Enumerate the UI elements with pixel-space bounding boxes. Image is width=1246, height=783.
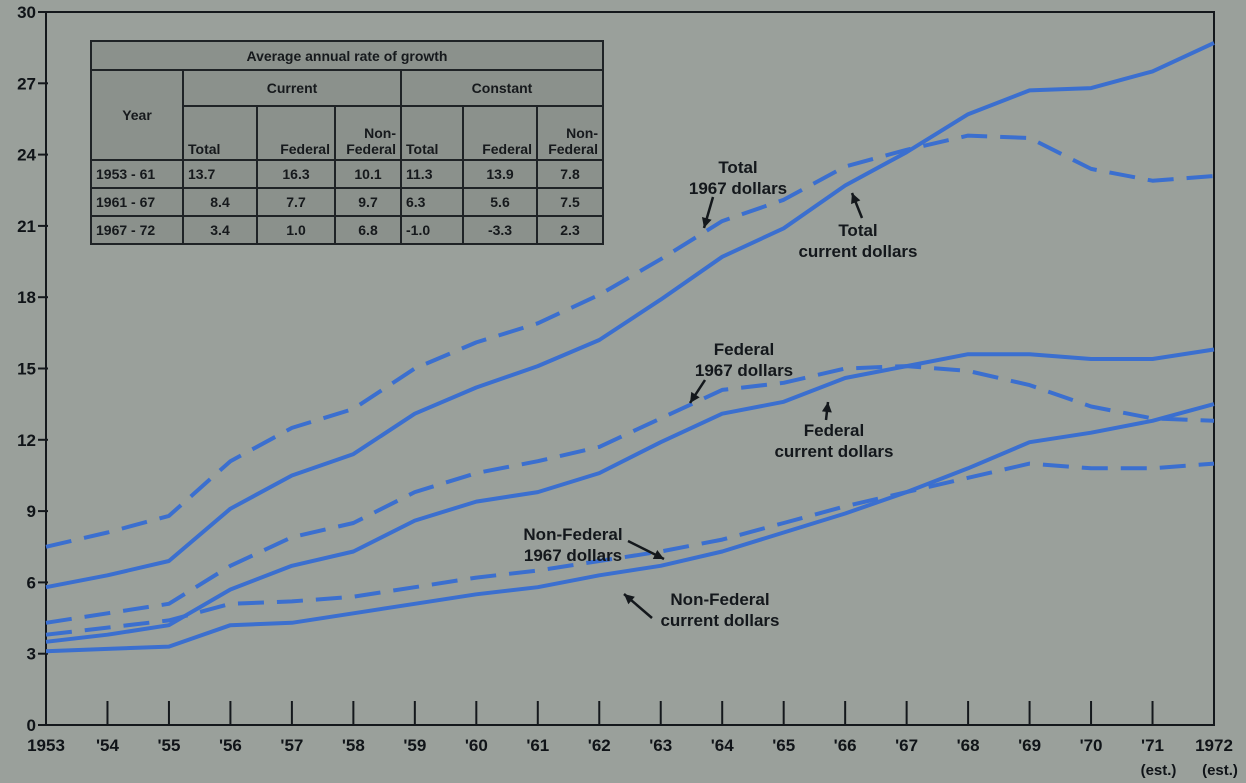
y-tick-label: 30 — [17, 3, 36, 22]
table-group-current: Current — [182, 69, 402, 107]
table-col-header: Non- Federal — [536, 105, 604, 161]
table-col-header: Total — [182, 105, 258, 161]
annotation-arrowhead — [624, 594, 635, 605]
table-title: Average annual rate of growth — [90, 40, 604, 71]
table-cell: 6.3 — [400, 187, 464, 217]
table-col-header: Non- Federal — [334, 105, 402, 161]
table-row: 1961 - 67 8.4 7.7 9.7 6.3 5.6 7.5 — [90, 187, 604, 217]
x-tick-label: '62 — [588, 736, 611, 755]
series-line — [45, 347, 1215, 644]
series-line — [45, 133, 1215, 549]
y-tick-label: 15 — [17, 360, 36, 379]
annotation-label: Federal current dollars — [774, 421, 893, 461]
x-tick-label: 1953 — [27, 736, 65, 755]
y-tick-label: 27 — [17, 74, 36, 93]
x-tick-sublabel: (est.) — [1141, 762, 1177, 779]
table-cell: 5.6 — [462, 187, 538, 217]
y-tick-label: 18 — [17, 288, 36, 307]
annotation-label: Total current dollars — [798, 221, 917, 261]
x-tick-label: '63 — [649, 736, 672, 755]
table-cell: 3.4 — [182, 215, 258, 245]
series-line — [45, 364, 1215, 625]
annotation-label: Non-Federal current dollars — [660, 590, 779, 630]
table-cell: 11.3 — [400, 159, 464, 189]
x-tick-label: '71 — [1141, 736, 1164, 755]
annotation-label: Total 1967 dollars — [689, 158, 787, 198]
y-tick-label: 3 — [27, 645, 36, 664]
x-tick-label: '70 — [1080, 736, 1103, 755]
table-cell: 2.3 — [536, 215, 604, 245]
table-cell: 1967 - 72 — [90, 215, 184, 245]
x-tick-label: 1972 — [1195, 736, 1233, 755]
table-cell: 9.7 — [334, 187, 402, 217]
table-cell: 7.5 — [536, 187, 604, 217]
table-col-header: Federal — [256, 105, 336, 161]
x-tick-label: '66 — [834, 736, 857, 755]
table-cell: 7.8 — [536, 159, 604, 189]
table-cell: 8.4 — [182, 187, 258, 217]
annotation-arrowhead — [690, 391, 700, 403]
y-tick-label: 0 — [27, 716, 36, 735]
y-tick-label: 21 — [17, 217, 36, 236]
annotation-arrowhead — [652, 550, 664, 559]
x-tick-label: '55 — [157, 736, 180, 755]
x-tick-label: '56 — [219, 736, 242, 755]
table-cell: -3.3 — [462, 215, 538, 245]
x-tick-label: '64 — [711, 736, 734, 755]
x-tick-label: '57 — [280, 736, 303, 755]
table-cell: 7.7 — [256, 187, 336, 217]
x-tick-label: '58 — [342, 736, 365, 755]
table-cell: 13.9 — [462, 159, 538, 189]
table-cell: -1.0 — [400, 215, 464, 245]
table-cell: 13.7 — [182, 159, 258, 189]
annotation-arrowhead — [701, 217, 712, 228]
annotation-label: Non-Federal 1967 dollars — [523, 525, 622, 565]
x-tick-label: '60 — [465, 736, 488, 755]
x-tick-label: '61 — [526, 736, 549, 755]
x-tick-label: '65 — [772, 736, 795, 755]
y-tick-label: 24 — [17, 146, 36, 165]
table-col-header: Total — [400, 105, 464, 161]
annotation-arrowhead — [851, 193, 861, 205]
y-tick-label: 6 — [27, 573, 36, 592]
series-line — [45, 461, 1215, 637]
x-tick-sublabel: (est.) — [1202, 762, 1238, 779]
table-cell: 16.3 — [256, 159, 336, 189]
table-cell: 1953 - 61 — [90, 159, 184, 189]
table-year-header: Year — [90, 69, 184, 161]
x-tick-label: '68 — [957, 736, 980, 755]
x-tick-label: '59 — [403, 736, 426, 755]
series-line — [45, 402, 1215, 654]
table-cell: 6.8 — [334, 215, 402, 245]
table-cell: 1961 - 67 — [90, 187, 184, 217]
table-cell: 1.0 — [256, 215, 336, 245]
table-row: 1967 - 72 3.4 1.0 6.8 -1.0 -3.3 2.3 — [90, 215, 604, 245]
y-tick-label: 12 — [17, 431, 36, 450]
series-line — [45, 41, 1215, 590]
y-tick-label: 9 — [27, 502, 36, 521]
table-row: 1953 - 61 13.7 16.3 10.1 11.3 13.9 7.8 — [90, 159, 604, 189]
x-tick-label: '67 — [895, 736, 918, 755]
annotation-label: Federal 1967 dollars — [695, 340, 793, 380]
growth-rate-table: Average annual rate of growth Year Curre… — [90, 40, 604, 245]
table-col-header: Federal — [462, 105, 538, 161]
x-tick-label: '54 — [96, 736, 119, 755]
table-cell: 10.1 — [334, 159, 402, 189]
table-group-constant: Constant — [400, 69, 604, 107]
annotation-arrowhead — [821, 402, 832, 413]
x-tick-label: '69 — [1018, 736, 1041, 755]
